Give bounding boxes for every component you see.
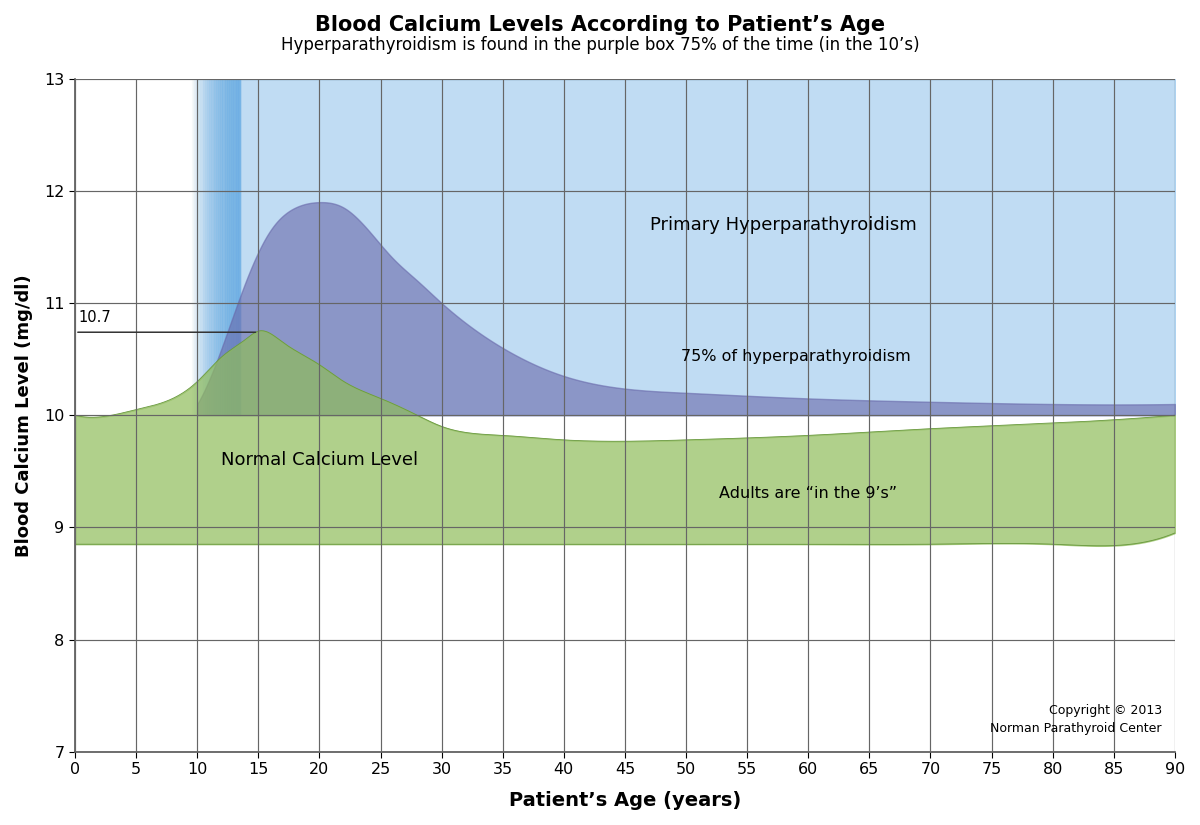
Text: Normal Calcium Level: Normal Calcium Level xyxy=(221,451,418,469)
X-axis label: Patient’s Age (years): Patient’s Age (years) xyxy=(509,791,742,810)
Text: 75% of hyperparathyroidism: 75% of hyperparathyroidism xyxy=(682,350,911,365)
Text: 10.7: 10.7 xyxy=(79,310,112,326)
Y-axis label: Blood Calcium Level (mg/dl): Blood Calcium Level (mg/dl) xyxy=(14,274,32,557)
Text: Blood Calcium Levels According to Patient’s Age: Blood Calcium Levels According to Patien… xyxy=(314,15,886,35)
Text: Copyright © 2013
Norman Parathyroid Center: Copyright © 2013 Norman Parathyroid Cent… xyxy=(990,704,1162,735)
Text: Hyperparathyroidism is found in the purple box 75% of the time (in the 10’s): Hyperparathyroidism is found in the purp… xyxy=(281,36,919,54)
Text: Adults are “in the 9’s”: Adults are “in the 9’s” xyxy=(719,486,898,502)
Text: Primary Hyperparathyroidism: Primary Hyperparathyroidism xyxy=(650,215,917,233)
